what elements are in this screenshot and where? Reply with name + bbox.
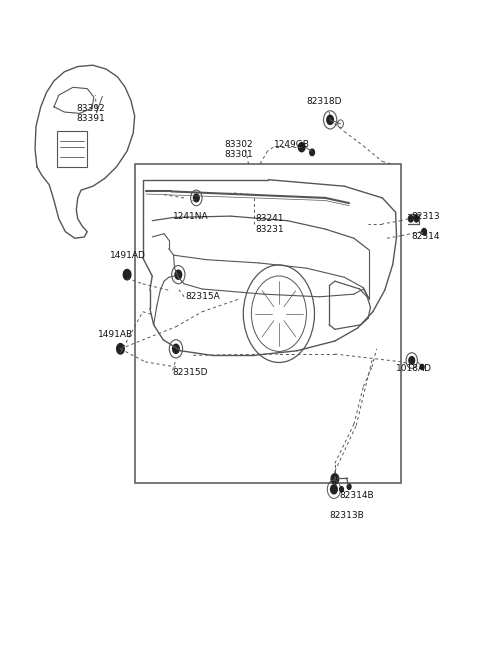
Circle shape (409, 357, 415, 365)
Circle shape (414, 215, 419, 222)
Bar (135, 164, 401, 483)
Circle shape (420, 365, 424, 369)
Circle shape (175, 270, 181, 279)
Text: 1249GB: 1249GB (274, 140, 310, 149)
Circle shape (340, 487, 343, 492)
Circle shape (327, 115, 334, 125)
Text: 1018AD: 1018AD (396, 364, 432, 373)
Text: 1241NA: 1241NA (173, 212, 208, 220)
Text: 83231: 83231 (255, 224, 284, 234)
Text: 82318D: 82318D (306, 97, 342, 106)
Text: 83302: 83302 (225, 140, 253, 149)
Text: 1491AD: 1491AD (109, 251, 145, 260)
Text: 82313B: 82313B (329, 511, 364, 520)
Text: 82314: 82314 (412, 232, 440, 241)
Circle shape (310, 149, 314, 155)
Circle shape (117, 344, 124, 354)
Bar (57, 131, 87, 167)
Circle shape (299, 142, 305, 152)
Circle shape (408, 215, 413, 222)
Text: 83391: 83391 (76, 114, 105, 123)
Circle shape (422, 228, 426, 235)
Text: 82314B: 82314B (340, 491, 374, 501)
Text: 83301: 83301 (225, 150, 253, 159)
Text: 1491AB: 1491AB (97, 330, 133, 339)
Circle shape (331, 485, 337, 494)
Text: 82315D: 82315D (173, 368, 208, 377)
Text: 82315A: 82315A (185, 293, 220, 301)
Text: 82313: 82313 (412, 212, 440, 220)
Circle shape (173, 344, 179, 354)
Circle shape (347, 484, 351, 489)
Circle shape (331, 474, 339, 484)
Text: 83392: 83392 (76, 104, 105, 113)
Text: 83241: 83241 (255, 215, 284, 223)
Circle shape (123, 270, 131, 280)
Circle shape (193, 194, 199, 202)
